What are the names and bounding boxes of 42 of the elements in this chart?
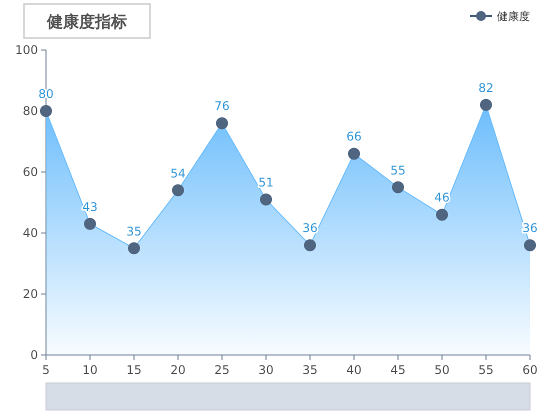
y-tick-label: 20 bbox=[22, 287, 38, 301]
data-label: 54 bbox=[170, 166, 186, 180]
data-label: 76 bbox=[214, 99, 230, 114]
point bbox=[128, 242, 140, 254]
data-label: 55 bbox=[390, 163, 406, 178]
data-label: 43 bbox=[82, 200, 98, 214]
legend-label: 健康度 bbox=[497, 10, 530, 23]
point bbox=[260, 193, 272, 206]
chart-title: 健康度指标 bbox=[46, 12, 127, 31]
data-label: 36 bbox=[302, 221, 318, 236]
data-label: 51 bbox=[258, 175, 274, 190]
x-tick-label: 15 bbox=[126, 363, 142, 377]
y-tick-label: 80 bbox=[22, 104, 38, 118]
x-tick-label: 25 bbox=[214, 363, 230, 377]
data-label: 82 bbox=[478, 80, 494, 95]
y-tick-label: 0 bbox=[30, 348, 38, 362]
x-tick-label: 5 bbox=[42, 363, 50, 377]
point bbox=[436, 208, 448, 221]
x-tick-label: 45 bbox=[390, 363, 406, 377]
point bbox=[392, 181, 404, 194]
point bbox=[84, 218, 96, 230]
y-tick-label: 60 bbox=[22, 165, 38, 179]
data-label: 46 bbox=[434, 190, 450, 205]
x-tick-label: 10 bbox=[82, 363, 98, 377]
point bbox=[524, 239, 536, 252]
x-tick-label: 20 bbox=[170, 363, 186, 377]
data-label: 35 bbox=[126, 224, 142, 238]
x-tick-label: 35 bbox=[302, 363, 318, 377]
x-tick-label: 40 bbox=[346, 363, 362, 377]
point bbox=[348, 148, 360, 160]
x-tick-label: 30 bbox=[258, 363, 274, 377]
x-tick-label: 60 bbox=[522, 363, 538, 377]
point bbox=[480, 98, 492, 111]
y-tick-label: 100 bbox=[15, 43, 38, 57]
x-tick-label: 55 bbox=[478, 363, 494, 377]
point bbox=[216, 117, 228, 130]
point bbox=[304, 239, 316, 252]
y-tick-label: 40 bbox=[22, 226, 38, 240]
point bbox=[40, 105, 52, 117]
point bbox=[172, 184, 184, 196]
data-label: 66 bbox=[346, 130, 362, 144]
x-tick-label: 50 bbox=[434, 363, 450, 377]
